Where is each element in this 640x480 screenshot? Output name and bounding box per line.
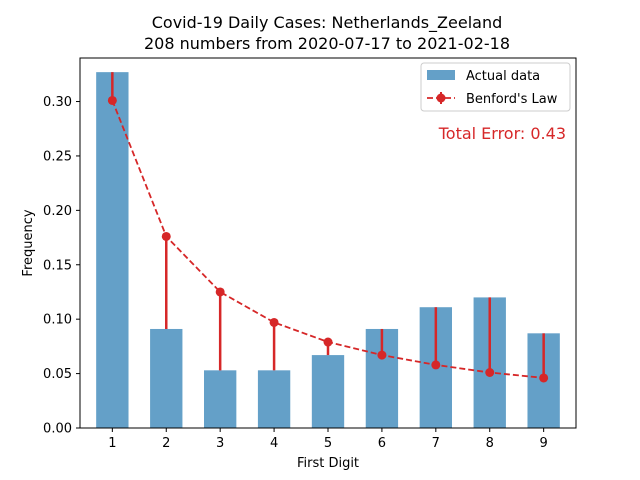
y-tick-label: 0.00 (43, 422, 72, 437)
bar-digit-1 (96, 72, 129, 428)
bar-digit-4 (257, 370, 291, 428)
x-tick-label: 9 (540, 436, 548, 451)
y-tick-label: 0.05 (43, 367, 72, 382)
y-axis-label: Frequency (21, 209, 36, 276)
x-tick-label: 1 (108, 436, 116, 451)
benford-point-digit-8 (485, 368, 495, 377)
y-axis-ticks: 0.00 0.05 0.10 0.15 0.20 0.25 0.30 (43, 95, 80, 437)
x-tick-label: 7 (432, 436, 440, 451)
benford-point-digit-2 (161, 231, 171, 241)
legend: Actual data Benford's Law (420, 62, 571, 112)
y-tick-label: 0.10 (43, 313, 72, 328)
x-tick-label: 2 (162, 436, 170, 451)
total-error-annotation: Total Error: 0.43 (438, 124, 566, 143)
benford-point-digit-5 (323, 337, 333, 347)
x-tick-label: 8 (486, 436, 494, 451)
x-tick-label: 4 (270, 436, 278, 451)
bar-digit-3 (204, 370, 237, 428)
y-tick-label: 0.20 (43, 204, 72, 219)
bar-digit-2 (150, 328, 183, 428)
error-lines-group (111, 72, 545, 378)
benford-point-digit-7 (431, 360, 441, 370)
bar-digit-5 (311, 355, 345, 428)
benford-point-digit-4 (269, 317, 279, 327)
y-tick-label: 0.25 (43, 149, 72, 164)
benford-point-digit-6 (377, 350, 387, 360)
y-tick-label: 0.15 (43, 258, 72, 273)
legend-benford-label: Benford's Law (466, 92, 558, 107)
x-axis-label: First Digit (297, 456, 359, 471)
y-tick-label: 0.30 (43, 95, 72, 110)
x-tick-label: 6 (378, 436, 386, 451)
legend-actual-label: Actual data (466, 69, 540, 84)
benford-point-digit-1 (107, 95, 117, 105)
benford-point-digit-9 (539, 373, 549, 383)
benford-point-digit-3 (215, 287, 225, 297)
x-axis-ticks: 1 2 3 4 5 6 7 8 9 (108, 428, 548, 451)
legend-bar-swatch (427, 70, 455, 80)
bars-group (96, 72, 560, 428)
x-tick-label: 5 (324, 436, 332, 451)
chart-title: Covid-19 Daily Cases: Netherlands_Zeelan… (152, 13, 503, 33)
benford-points-group (107, 95, 549, 383)
legend-box (420, 62, 571, 112)
chart-subtitle: 208 numbers from 2020-07-17 to 2021-02-1… (144, 34, 510, 53)
x-tick-label: 3 (216, 436, 224, 451)
